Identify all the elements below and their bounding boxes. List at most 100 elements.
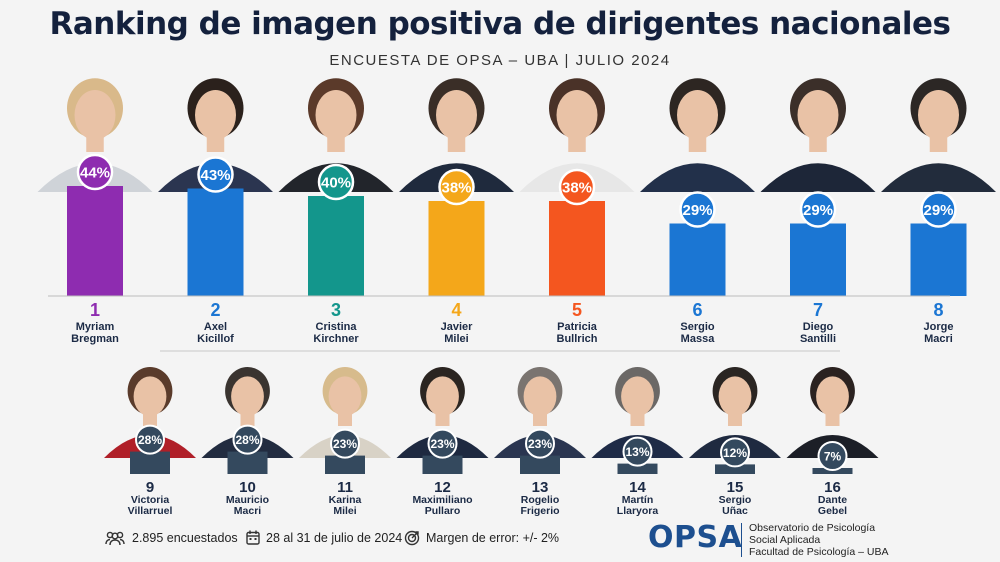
bar-11 xyxy=(325,455,365,474)
badge-2 xyxy=(197,156,234,193)
value-label-13: 23% xyxy=(528,437,552,451)
portrait-3-face xyxy=(315,90,357,140)
rank-label-8: 8 xyxy=(933,300,943,320)
first-name-11: Karina xyxy=(329,494,362,506)
rank-label-2: 2 xyxy=(210,300,220,320)
rank-label-1: 1 xyxy=(90,300,100,320)
rank-label-9: 9 xyxy=(146,479,154,496)
portrait-7-shoulders xyxy=(760,163,876,192)
value-label-1: 44% xyxy=(80,165,110,182)
last-name-14: Llaryora xyxy=(617,505,659,517)
last-name-13: Frigerio xyxy=(520,505,559,517)
org-line-3: Facultad de Psicología – UBA xyxy=(749,546,889,558)
first-name-13: Rogelio xyxy=(521,494,560,506)
portrait-13-face xyxy=(523,376,557,417)
value-label-10: 28% xyxy=(235,433,259,447)
last-name-3: Kirchner xyxy=(313,333,359,345)
org-line-2: Social Aplicada xyxy=(749,534,821,546)
last-name-6: Massa xyxy=(681,333,716,345)
value-label-11: 23% xyxy=(333,437,357,451)
portrait-6-face xyxy=(677,90,718,140)
bar-2 xyxy=(187,188,244,296)
bar-5 xyxy=(549,201,605,296)
bar-3 xyxy=(308,196,364,296)
badge-1 xyxy=(76,153,114,191)
rank-label-6: 6 xyxy=(692,300,702,320)
bar-12 xyxy=(422,455,463,474)
rank-label-11: 11 xyxy=(337,479,353,496)
badge-8 xyxy=(920,191,957,228)
first-name-7: Diego xyxy=(803,321,834,333)
portrait-4-face xyxy=(436,90,477,140)
badge-13 xyxy=(525,428,555,459)
margin-info: Margen de error: +/- 2% xyxy=(404,530,559,546)
badge-11 xyxy=(330,428,360,459)
value-label-2: 43% xyxy=(200,167,230,184)
first-name-15: Sergio xyxy=(719,494,752,506)
calendar-icon xyxy=(246,530,260,545)
rank-label-15: 15 xyxy=(727,479,744,496)
bar-14 xyxy=(617,463,658,474)
bar-9 xyxy=(130,451,170,474)
bar-1 xyxy=(67,186,123,296)
first-name-5: Patricia xyxy=(557,321,598,333)
portrait-11-face xyxy=(328,376,362,417)
margin-text: Margen de error: +/- 2% xyxy=(426,531,560,545)
first-name-4: Javier xyxy=(441,321,474,333)
last-name-8: Macri xyxy=(924,333,953,345)
first-name-1: Myriam xyxy=(76,321,115,333)
badge-12 xyxy=(427,428,458,459)
first-name-6: Sergio xyxy=(680,321,715,333)
value-label-6: 29% xyxy=(682,202,712,219)
first-name-14: Martín xyxy=(622,494,654,506)
rank-label-7: 7 xyxy=(813,300,823,320)
last-name-15: Uñac xyxy=(722,505,748,517)
last-name-1: Bregman xyxy=(71,333,119,345)
first-name-9: Victoria xyxy=(131,494,169,506)
portrait-7-face xyxy=(797,90,839,140)
dates-text: 28 al 31 de julio de 2024 xyxy=(266,530,403,545)
last-name-9: Villarruel xyxy=(128,505,173,517)
target-icon xyxy=(404,530,420,546)
dates-info: 28 al 31 de julio de 2024 xyxy=(246,530,402,545)
badge-15 xyxy=(720,437,750,468)
value-label-5: 38% xyxy=(562,180,592,197)
portrait-6-shoulders xyxy=(640,163,755,192)
first-name-2: Axel xyxy=(204,321,227,333)
rank-label-10: 10 xyxy=(239,479,256,496)
portrait-16-face xyxy=(816,376,849,417)
badge-10 xyxy=(232,424,263,455)
value-label-4: 38% xyxy=(441,180,471,197)
page-title: Ranking de imagen positiva de dirigentes… xyxy=(49,6,951,42)
portrait-14-face xyxy=(621,376,654,417)
badge-5 xyxy=(558,168,596,206)
first-name-8: Jorge xyxy=(924,321,954,333)
portrait-1-face xyxy=(74,90,116,140)
bar-15 xyxy=(715,464,755,474)
last-name-10: Macri xyxy=(234,505,262,517)
badge-14 xyxy=(622,436,653,467)
rank-label-14: 14 xyxy=(629,479,646,496)
value-label-15: 12% xyxy=(723,446,747,460)
badge-6 xyxy=(679,191,716,228)
last-name-2: Kicillof xyxy=(197,333,234,345)
value-label-12: 23% xyxy=(430,437,454,451)
portrait-8-shoulders xyxy=(881,163,996,192)
respondents-text: 2.895 encuestados xyxy=(132,531,238,545)
badge-9 xyxy=(135,424,165,455)
logo-divider xyxy=(741,523,742,557)
rank-label-4: 4 xyxy=(451,300,461,320)
value-label-16: 7% xyxy=(824,450,842,464)
first-name-3: Cristina xyxy=(316,321,358,333)
portrait-8-face xyxy=(918,90,959,140)
portrait-9-face xyxy=(133,376,167,417)
portrait-5-face xyxy=(556,90,598,140)
last-name-7: Santilli xyxy=(800,333,836,345)
rank-label-16: 16 xyxy=(824,479,841,496)
opsa-logo: OPSA xyxy=(648,520,743,555)
first-name-16: Dante xyxy=(818,494,847,506)
bar-7 xyxy=(790,223,846,296)
last-name-4: Milei xyxy=(444,333,468,345)
first-name-12: Maximiliano xyxy=(412,494,472,506)
